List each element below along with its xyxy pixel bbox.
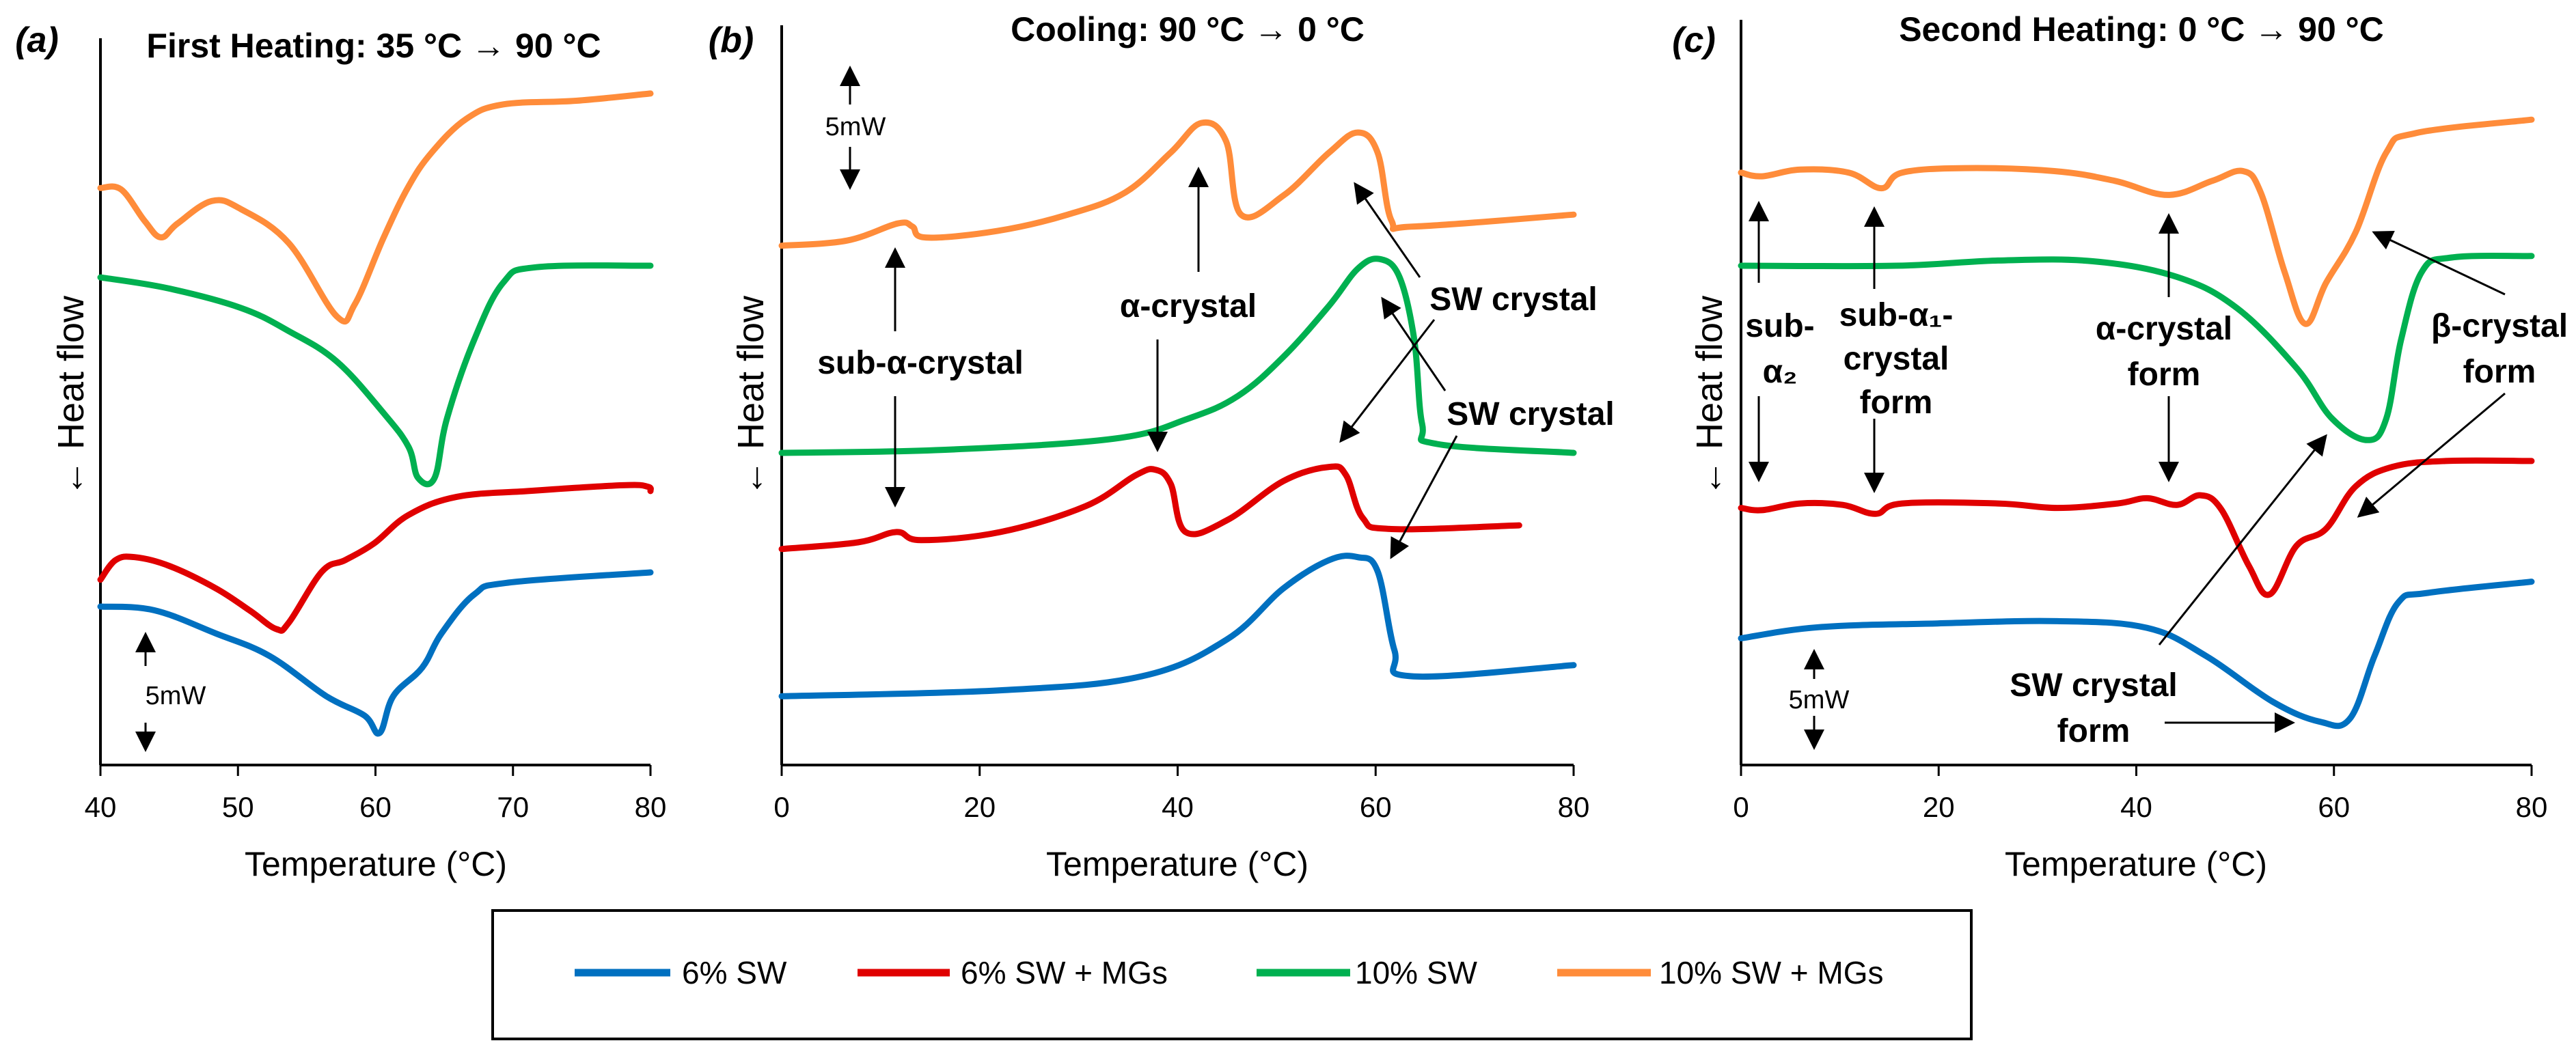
- panel-c-plot: 0 20 40 60 80: [1733, 20, 2547, 823]
- panel-a-title: First Heating: 35 °C → 90 °C: [146, 27, 601, 65]
- series-line-6-sw: [1738, 579, 2535, 730]
- series-line-10-sw-mgs: [97, 90, 654, 324]
- x-tick-label: 80: [635, 791, 667, 823]
- annotation-label: SW crystal: [2010, 667, 2177, 704]
- legend-label: 6% SW + MGs: [961, 955, 1168, 990]
- legend-item: 10% SW: [1257, 955, 1478, 990]
- panel-c-ylabel: ← Heat flow: [1689, 295, 1730, 497]
- series-line-6-sw: [97, 569, 654, 737]
- series-line-6-sw-mgs: [97, 482, 654, 634]
- annotation-sw-crystal-2: SW crystal: [1381, 296, 1615, 559]
- panel-b-scale-bar: 5mW: [825, 66, 886, 190]
- annotation-label: sub-α-crystal: [817, 345, 1024, 381]
- x-tick-label: 60: [1360, 791, 1392, 823]
- x-tick-label: 50: [222, 791, 254, 823]
- series-line-6-sw-mgs: [1738, 457, 2535, 598]
- series-line-10-sw: [97, 262, 654, 488]
- panel-b-title: Cooling: 90 °C → 0 °C: [1011, 10, 1365, 48]
- annotation-label: SW crystal: [1429, 281, 1597, 318]
- legend: 6% SW 6% SW + MGs 10% SW 10% SW + MGs: [491, 909, 1973, 1040]
- panel-b-label: (b): [709, 20, 754, 60]
- annotation-alpha-crystal: α-crystal: [1120, 167, 1257, 452]
- panel-c-scale-bar: 5mW: [1789, 649, 1850, 750]
- panel-b-xlabel: Temperature (°C): [1046, 845, 1308, 883]
- series-line-10-sw-mgs: [778, 119, 1577, 249]
- legend-box: [491, 909, 1973, 1040]
- scale-bar-label: 5mW: [146, 682, 206, 710]
- panel-a-scale-bar: 5mW: [135, 632, 206, 752]
- panel-a-ylabel: ← Heat flow: [51, 295, 92, 497]
- annotation-sub-alpha1-crystal-form: sub-α₁- crystal form: [1839, 206, 1954, 493]
- panel-c-xlabel: Temperature (°C): [2005, 845, 2267, 883]
- legend-label: 10% SW: [1355, 955, 1478, 990]
- x-tick-label: 60: [359, 791, 392, 823]
- annotation-label: SW crystal: [1447, 396, 1614, 432]
- annotation-sub-alpha-crystal: sub-α-crystal: [817, 247, 1024, 508]
- annotation-sw-crystal-form: SW crystal form: [2010, 434, 2327, 749]
- series-line-6-sw: [778, 553, 1577, 699]
- legend-label: 10% SW + MGs: [1659, 955, 1883, 990]
- annotation-label: α-crystal: [1120, 288, 1257, 324]
- panel-b-ylabel: ← Heat flow: [730, 295, 771, 497]
- annotation-label: form: [1860, 385, 1933, 421]
- legend-label: 6% SW: [682, 955, 787, 990]
- scale-bar-label: 5mW: [1789, 686, 1850, 714]
- panel-a-xlabel: Temperature (°C): [245, 845, 507, 883]
- series-line-10-sw: [778, 255, 1577, 456]
- panel-c-title: Second Heating: 0 °C → 90 °C: [1899, 10, 2384, 48]
- annotation-label: form: [2057, 713, 2130, 749]
- annotation-label: form: [2463, 354, 2536, 390]
- x-tick-label: 0: [773, 791, 789, 823]
- panel-b-plot: 0 20 40 60 80: [773, 25, 1589, 823]
- x-tick-label: 80: [1558, 791, 1590, 823]
- legend-item: 6% SW + MGs: [858, 955, 1168, 990]
- annotation-label: α₂: [1763, 354, 1798, 390]
- scale-bar-label: 5mW: [825, 113, 886, 141]
- series-line-6-sw-mgs: [778, 463, 1522, 553]
- annotation-label: β-crystal: [2431, 308, 2568, 344]
- annotation-label: sub-α₁-: [1839, 297, 1954, 333]
- annotation-label: form: [2128, 357, 2201, 393]
- x-tick-label: 70: [497, 791, 529, 823]
- annotation-alpha-crystal-form: α-crystal form: [2096, 213, 2232, 482]
- x-tick-label: 40: [85, 791, 117, 823]
- plot-layer: 40 50 60 70 80 0 20 40 60 80 0 20 40 60 80: [85, 20, 2547, 823]
- x-tick-label: 80: [2516, 791, 2548, 823]
- x-tick-label: 40: [2120, 791, 2152, 823]
- x-tick-label: 20: [1923, 791, 1955, 823]
- legend-item: 10% SW + MGs: [1557, 955, 1883, 990]
- annotation-beta-crystal-form: β-crystal form: [2357, 231, 2568, 518]
- panel-a-label: (a): [15, 20, 59, 60]
- annotation-label: sub-: [1745, 308, 1814, 344]
- x-tick-label: 40: [1162, 791, 1194, 823]
- x-tick-label: 0: [1733, 791, 1749, 823]
- series-line-10-sw-mgs: [1738, 116, 2535, 327]
- annotation-label: crystal: [1844, 341, 1949, 377]
- panel-a-plot: 40 50 60 70 80: [85, 38, 667, 823]
- annotation-label: α-crystal: [2096, 311, 2232, 347]
- panel-c-label: (c): [1672, 20, 1716, 60]
- x-tick-label: 20: [963, 791, 996, 823]
- x-tick-label: 60: [2318, 791, 2350, 823]
- series-line-10-sw: [1738, 253, 2535, 443]
- legend-item: 6% SW: [575, 955, 787, 990]
- annotation-sw-crystal-1: SW crystal: [1339, 182, 1598, 443]
- annotation-sub-alpha2: sub- α₂: [1745, 201, 1815, 482]
